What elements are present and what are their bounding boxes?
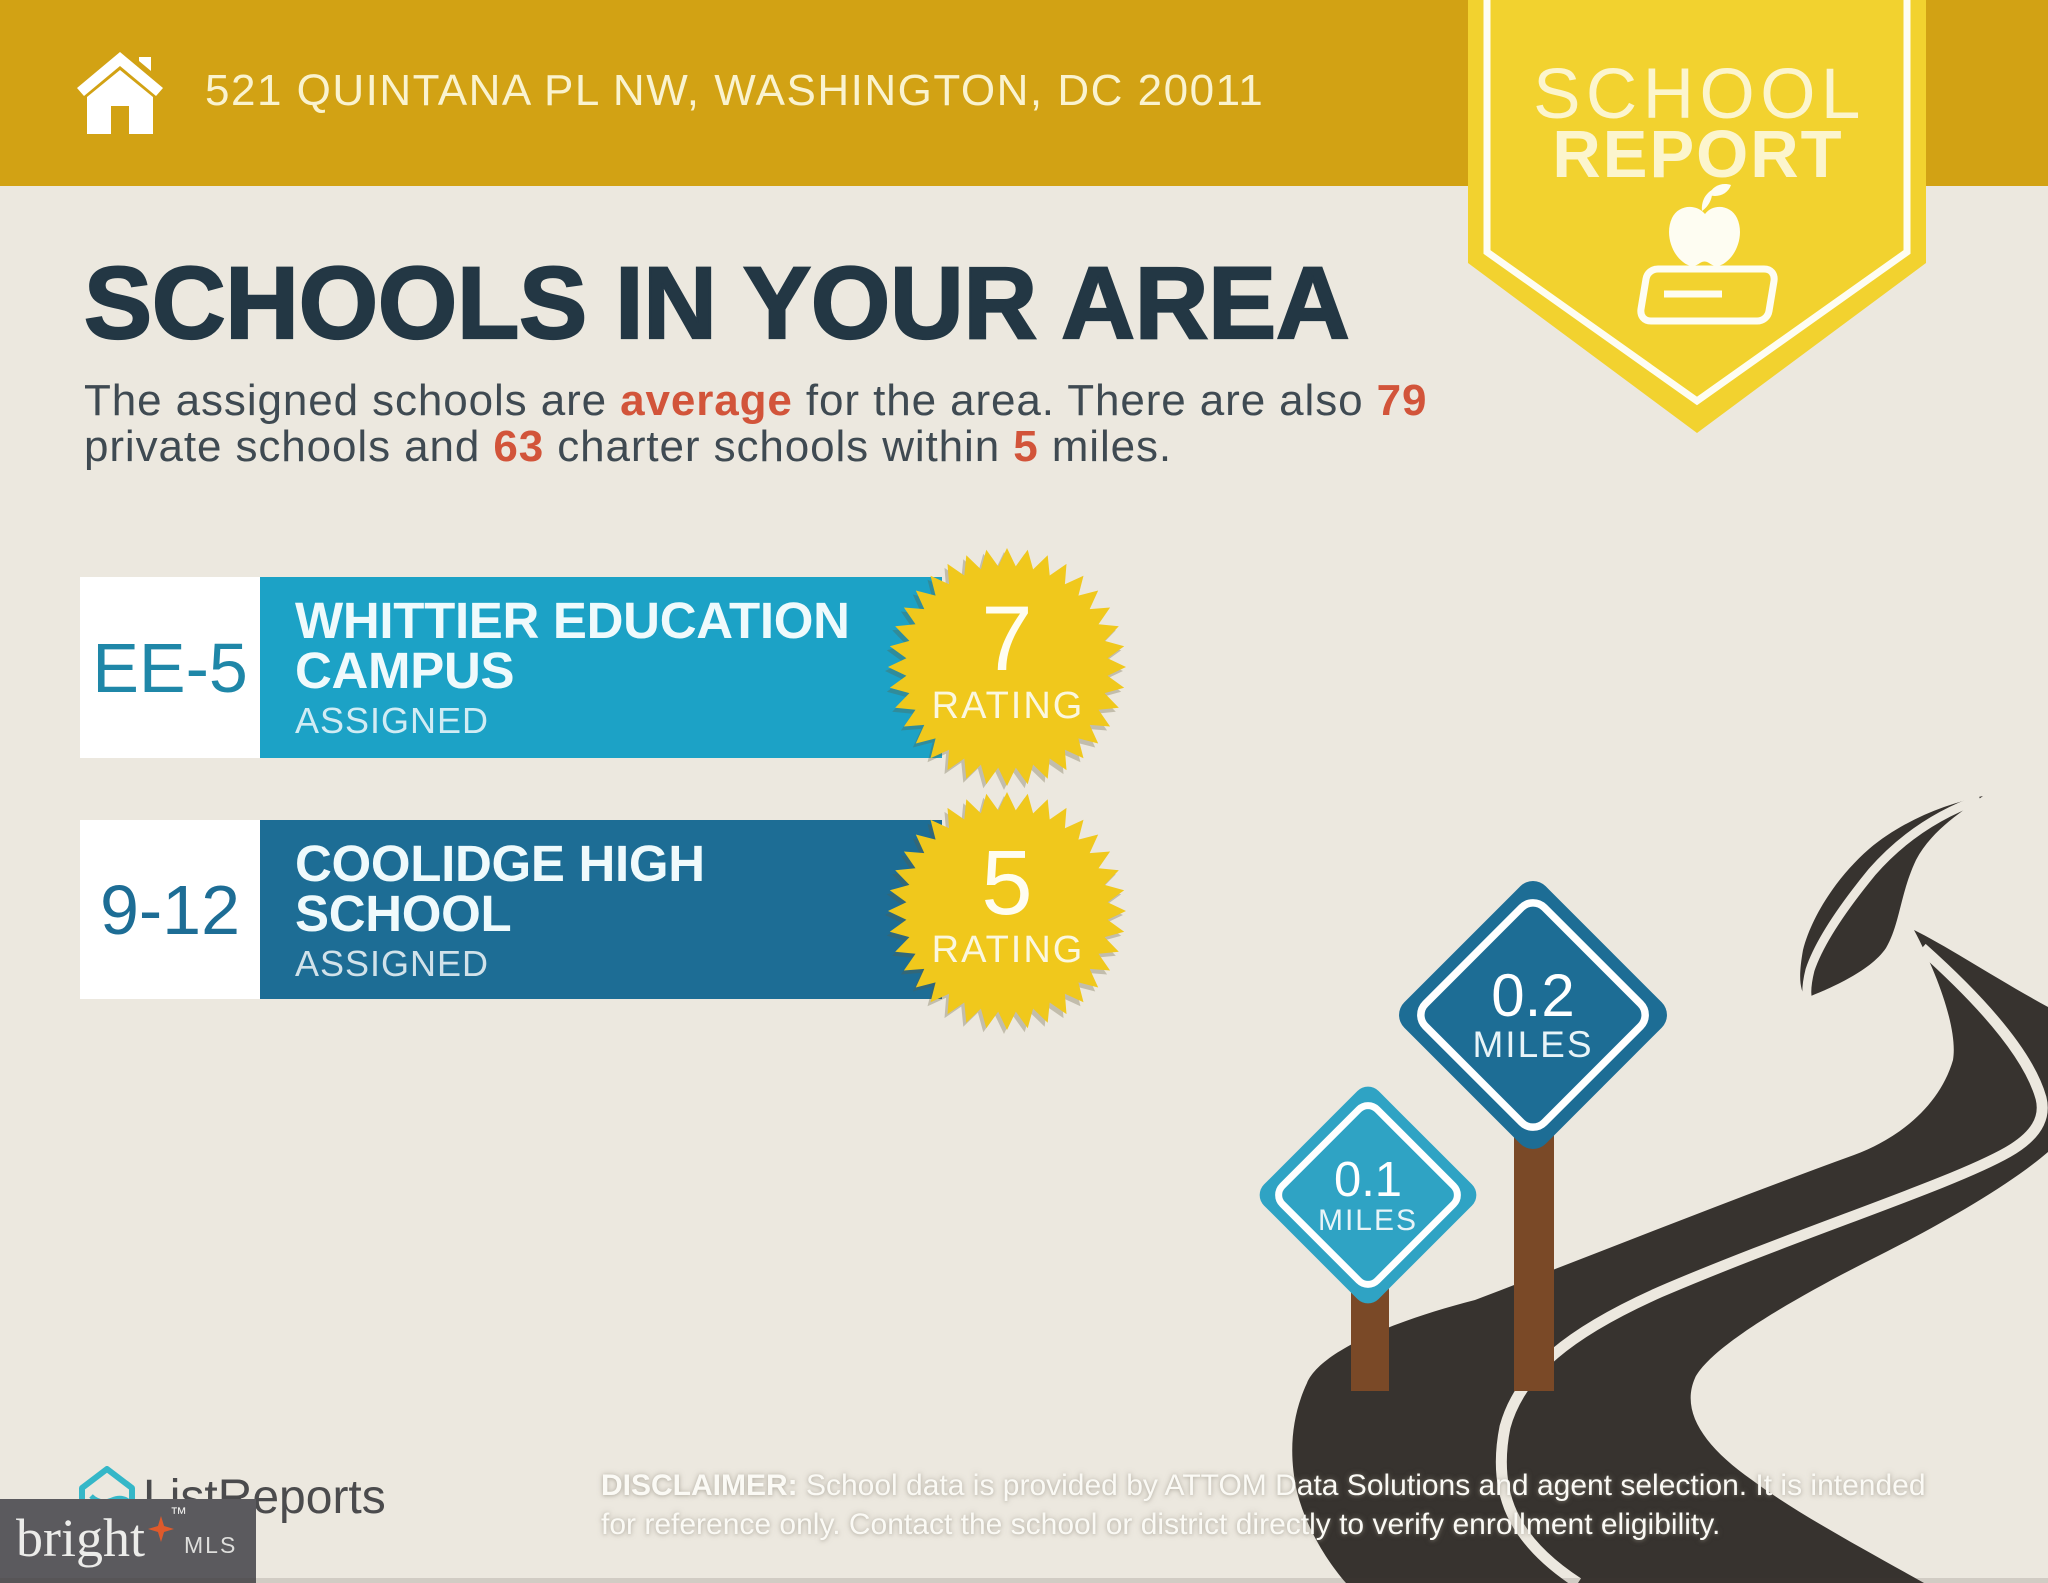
svg-text:MILES: MILES (1318, 1204, 1418, 1237)
svg-text:0.1: 0.1 (1334, 1153, 1402, 1207)
svg-text:0.2: 0.2 (1491, 962, 1574, 1029)
svg-text:MILES: MILES (1472, 1024, 1593, 1065)
